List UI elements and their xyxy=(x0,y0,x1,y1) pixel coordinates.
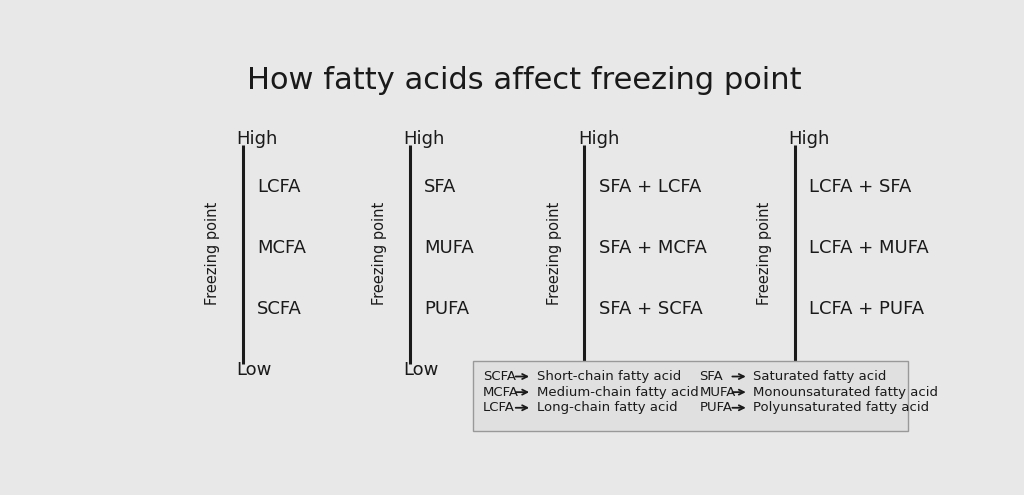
Text: Low: Low xyxy=(237,361,272,379)
Text: SFA + SCFA: SFA + SCFA xyxy=(599,300,702,318)
Text: High: High xyxy=(578,131,620,148)
Text: MCFA: MCFA xyxy=(257,239,306,257)
Text: LCFA: LCFA xyxy=(482,401,515,414)
Text: SFA + MCFA: SFA + MCFA xyxy=(599,239,707,257)
Text: Freezing point: Freezing point xyxy=(547,202,561,305)
Text: LCFA + SFA: LCFA + SFA xyxy=(809,178,911,196)
Text: SFA: SFA xyxy=(699,370,723,383)
Text: SFA: SFA xyxy=(424,178,457,196)
Text: Saturated fatty acid: Saturated fatty acid xyxy=(754,370,887,383)
Text: High: High xyxy=(237,131,279,148)
Text: PUFA: PUFA xyxy=(699,401,732,414)
Text: Low: Low xyxy=(403,361,438,379)
Text: PUFA: PUFA xyxy=(424,300,469,318)
Text: High: High xyxy=(403,131,444,148)
Text: Short-chain fatty acid: Short-chain fatty acid xyxy=(537,370,681,383)
Text: MUFA: MUFA xyxy=(699,386,736,398)
Text: Low: Low xyxy=(578,361,613,379)
Text: LCFA + PUFA: LCFA + PUFA xyxy=(809,300,924,318)
Text: SCFA: SCFA xyxy=(257,300,302,318)
Text: SFA + LCFA: SFA + LCFA xyxy=(599,178,701,196)
Text: Long-chain fatty acid: Long-chain fatty acid xyxy=(537,401,677,414)
Text: Medium-chain fatty acid: Medium-chain fatty acid xyxy=(537,386,698,398)
Text: Polyunsaturated fatty acid: Polyunsaturated fatty acid xyxy=(754,401,930,414)
Text: Freezing point: Freezing point xyxy=(372,202,387,305)
Text: MUFA: MUFA xyxy=(424,239,474,257)
Text: Freezing point: Freezing point xyxy=(757,202,772,305)
Text: SCFA: SCFA xyxy=(482,370,516,383)
Text: MCFA: MCFA xyxy=(482,386,519,398)
Text: Monounsaturated fatty acid: Monounsaturated fatty acid xyxy=(754,386,938,398)
Text: Low: Low xyxy=(788,361,823,379)
Text: How fatty acids affect freezing point: How fatty acids affect freezing point xyxy=(248,66,802,95)
Text: LCFA: LCFA xyxy=(257,178,301,196)
Text: LCFA + MUFA: LCFA + MUFA xyxy=(809,239,929,257)
FancyBboxPatch shape xyxy=(473,360,908,431)
Text: Freezing point: Freezing point xyxy=(206,202,220,305)
Text: High: High xyxy=(788,131,829,148)
